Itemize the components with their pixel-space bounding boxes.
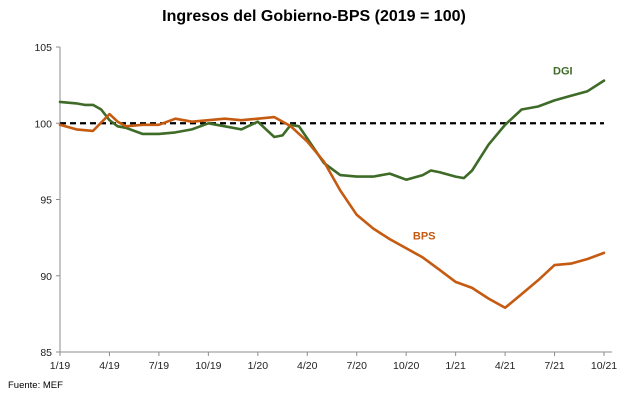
- x-tick-label: 4/19: [99, 360, 120, 372]
- x-tick-label: 1/21: [445, 360, 466, 372]
- x-tick-label: 4/20: [297, 360, 318, 372]
- x-tick-label: 7/21: [544, 360, 565, 372]
- series-label-bps: BPS: [413, 230, 436, 242]
- y-tick-label: 90: [40, 271, 52, 283]
- x-tick-label: 10/21: [591, 360, 617, 372]
- series-labels: DGI BPS: [413, 66, 573, 243]
- chart-title: Ingresos del Gobierno-BPS (2019 = 100): [162, 8, 466, 25]
- x-tick-label: 1/19: [50, 360, 71, 372]
- series-group: [58, 79, 606, 310]
- series-label-dgi: DGI: [553, 66, 573, 78]
- series-line-bps: [58, 112, 606, 310]
- y-tick-label: 85: [40, 347, 52, 359]
- series-line-dgi: [58, 79, 606, 181]
- x-tick-label: 1/20: [248, 360, 269, 372]
- y-tick-label: 105: [34, 42, 52, 54]
- source-note: Fuente: MEF: [8, 380, 63, 391]
- x-tick-label: 7/20: [347, 360, 368, 372]
- x-tick-label: 7/19: [149, 360, 170, 372]
- x-tick-label: 10/19: [195, 360, 221, 372]
- x-tick-label: 4/21: [495, 360, 516, 372]
- y-tick-label: 95: [40, 195, 52, 207]
- x-tick-label: 10/20: [393, 360, 419, 372]
- y-tick-label: 100: [34, 118, 52, 130]
- axes: 85 90 95 100 105 1/19 4/19 7/19 10/19 1/20 4/20 7/2…: [34, 42, 617, 372]
